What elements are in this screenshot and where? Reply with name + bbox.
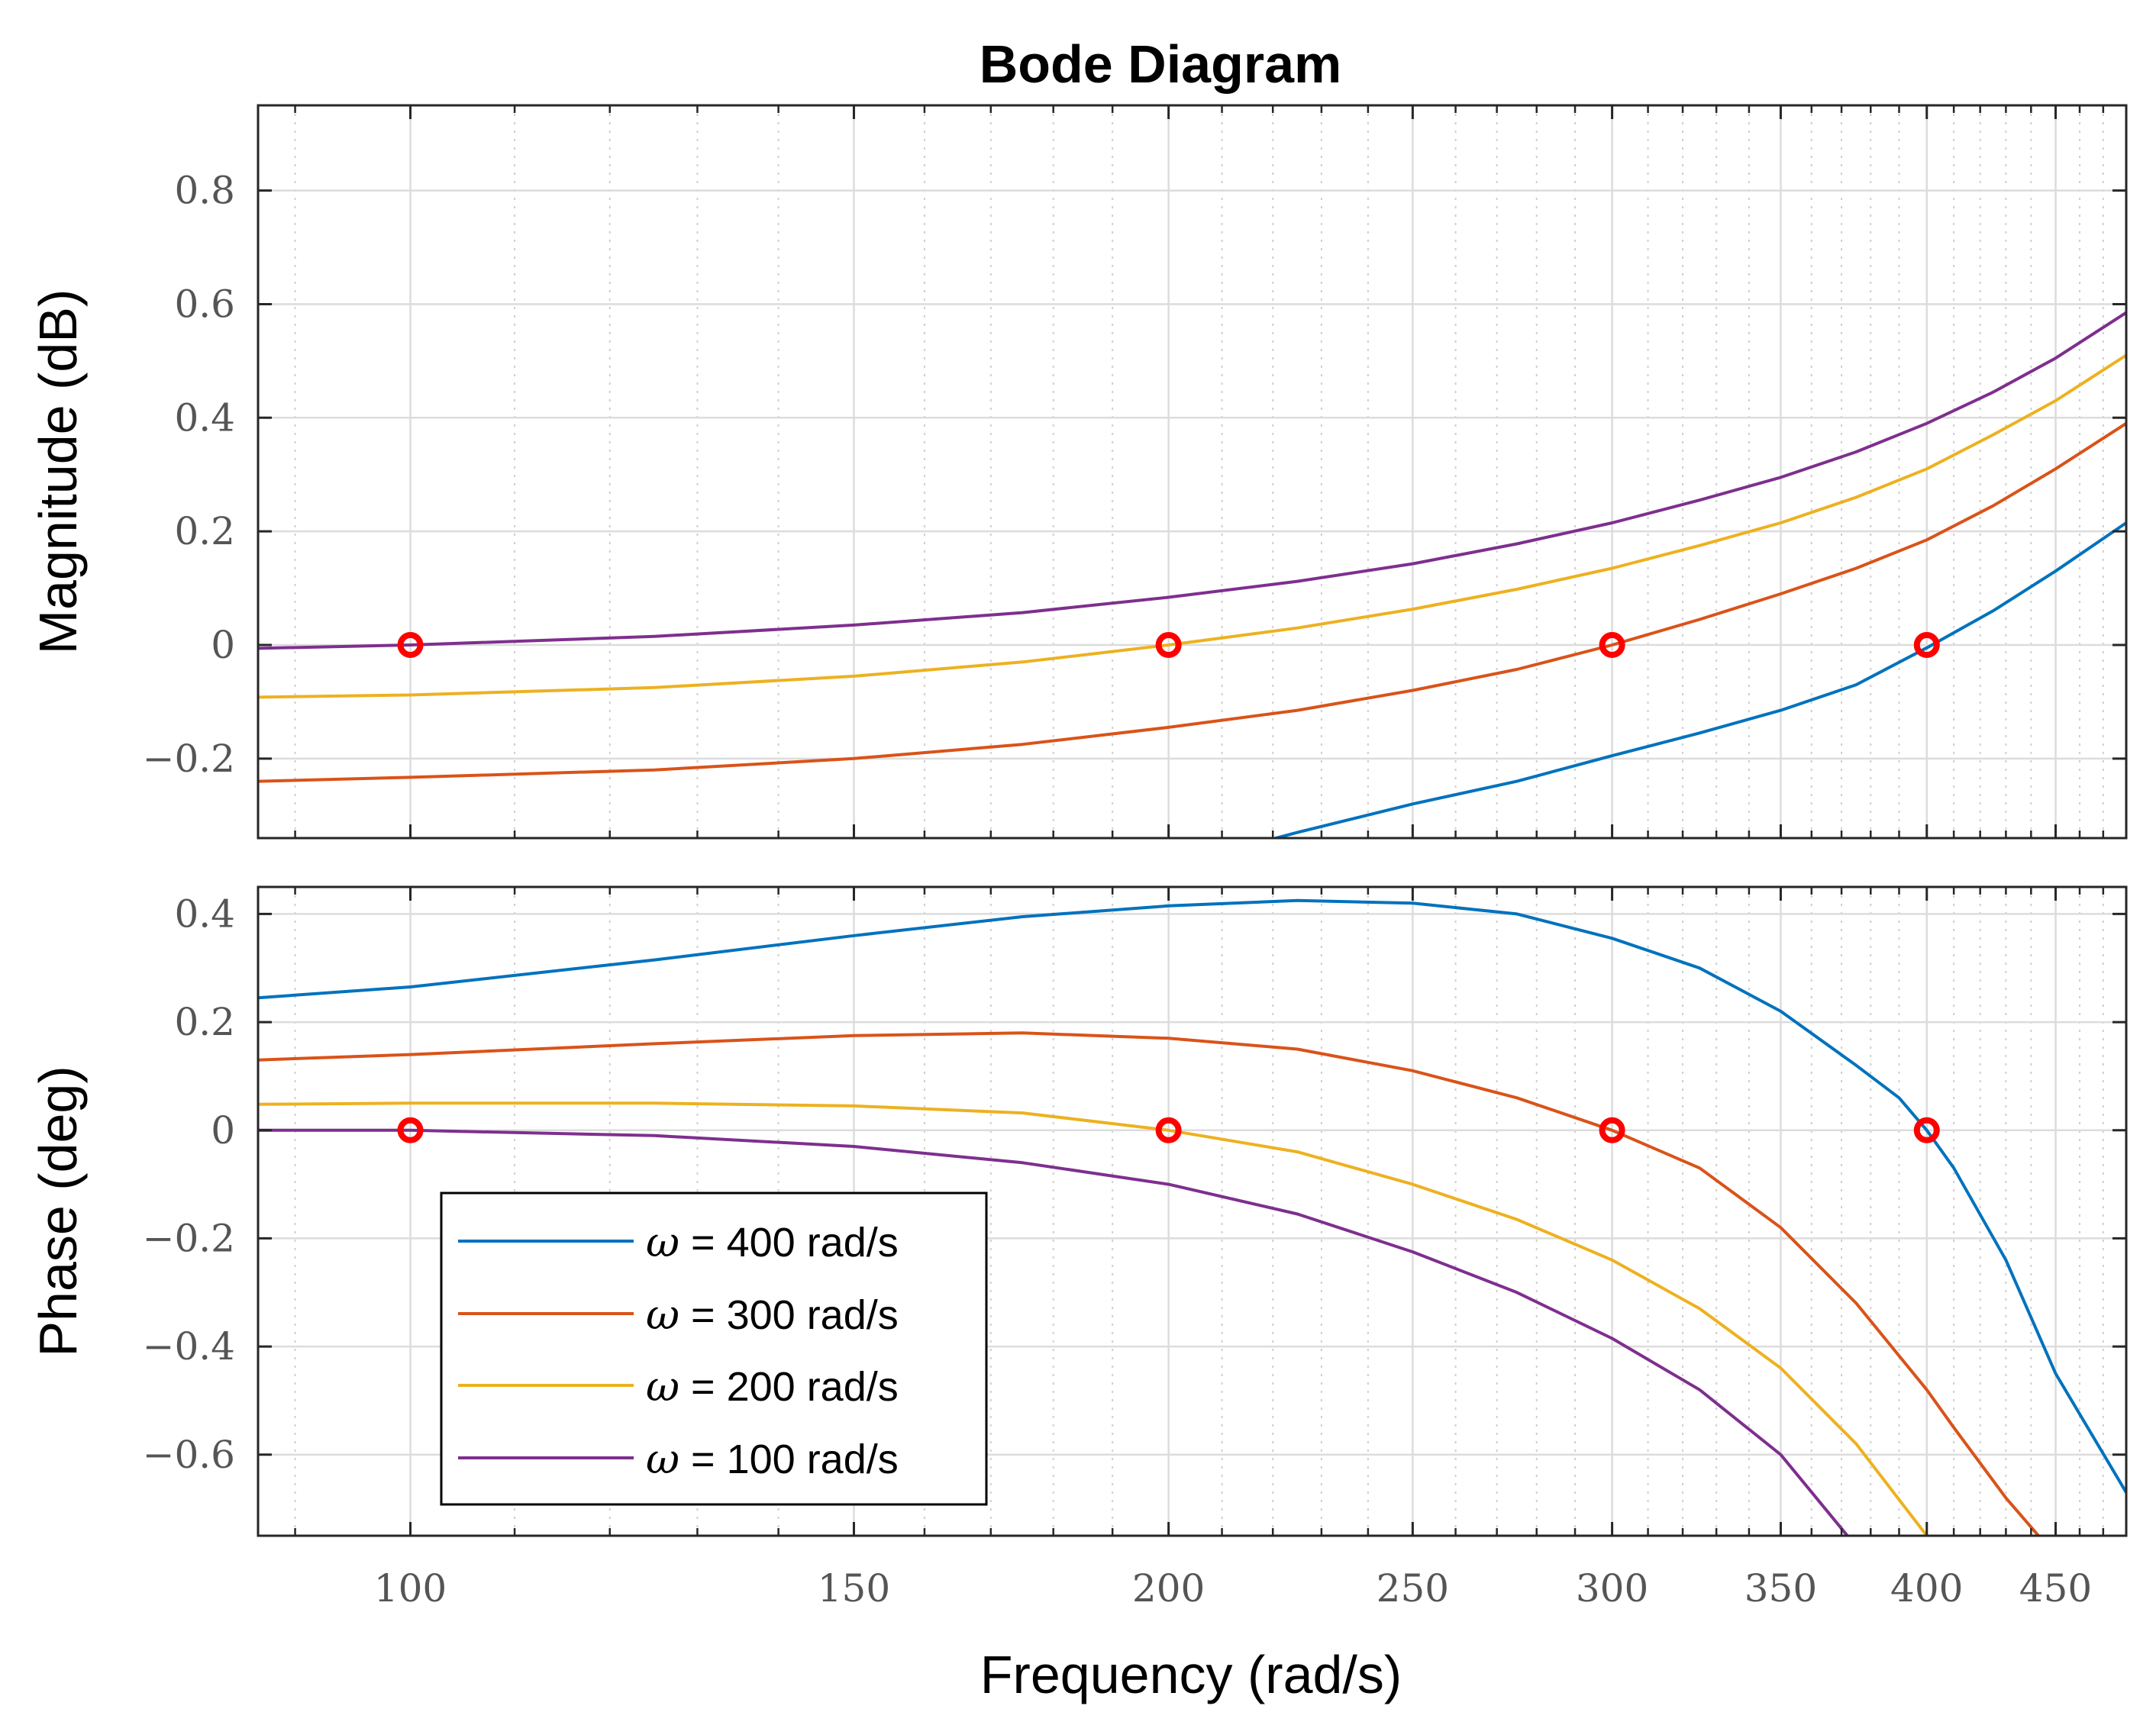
legend-label-300: ω = 300 rad/s	[646, 1291, 899, 1339]
magnitude-curve-200	[258, 353, 2126, 699]
legend-label-200-text: = 200 rad/s	[679, 1364, 899, 1410]
magnitude-marker	[397, 631, 424, 658]
x-tick-label: 250	[1377, 1566, 1449, 1611]
magnitude-marker	[1599, 631, 1625, 658]
x-axis-label: Frequency (rad/s)	[980, 1645, 1402, 1704]
legend-label-300-text: = 300 rad/s	[679, 1292, 899, 1338]
magnitude-ytick-labels: −0.2 0 0.2 0.4 0.6 0.8	[143, 169, 235, 781]
phase-ylabel: Phase (deg)	[28, 1066, 88, 1356]
y-tick-label: −0.2	[143, 1216, 235, 1260]
legend: ω = 400 rad/s ω = 300 rad/s ω = 200 rad/…	[440, 1191, 988, 1506]
x-tick-labels: 100 150 200 250 300 350 400 450	[374, 1566, 2092, 1611]
magnitude-grid	[258, 105, 2127, 838]
y-tick-label: −0.2	[143, 737, 235, 781]
legend-entry-100: ω = 100 rad/s	[458, 1435, 899, 1483]
y-tick-label: −0.6	[143, 1433, 235, 1477]
legend-box	[440, 1191, 988, 1506]
phase-ytick-labels: −0.6 −0.4 −0.2 0 0.2 0.4	[143, 892, 235, 1476]
x-tick-label: 450	[2019, 1566, 2092, 1611]
y-tick-label: −0.4	[143, 1324, 235, 1369]
y-tick-label: 0.4	[174, 395, 235, 440]
x-tick-label: 350	[1744, 1566, 1817, 1611]
y-tick-label: 0.8	[174, 169, 235, 213]
magnitude-curve-400	[1270, 521, 2126, 838]
omega-symbol: ω	[646, 1218, 679, 1266]
omega-symbol: ω	[646, 1435, 679, 1483]
y-tick-label: 0.6	[174, 282, 235, 326]
omega-symbol: ω	[646, 1291, 679, 1339]
legend-label-400: ω = 400 rad/s	[646, 1218, 899, 1266]
legend-label-100: ω = 100 rad/s	[646, 1435, 899, 1483]
x-tick-label: 200	[1132, 1566, 1205, 1611]
legend-label-400-text: = 400 rad/s	[679, 1220, 899, 1266]
omega-symbol: ω	[646, 1362, 679, 1411]
y-tick-label: 0	[211, 623, 235, 667]
magnitude-marker	[1913, 631, 1940, 658]
magnitude-ylabel: Magnitude (dB)	[28, 289, 88, 655]
x-tick-label: 400	[1890, 1566, 1963, 1611]
phase-marker	[1913, 1117, 1940, 1143]
magnitude-ticks	[258, 105, 2128, 838]
phase-marker	[397, 1117, 424, 1143]
phase-curve-400	[258, 898, 2126, 1494]
magnitude-plot-area	[258, 105, 2126, 838]
magnitude-curve-300	[258, 422, 2126, 783]
phase-ticks	[258, 887, 2128, 1536]
phase-axes-box	[257, 885, 2128, 1537]
phase-curve-300	[258, 1031, 2040, 1536]
legend-label-200: ω = 200 rad/s	[646, 1362, 899, 1411]
legend-entry-300: ω = 300 rad/s	[458, 1291, 899, 1339]
y-tick-label: 0.4	[174, 892, 235, 936]
phase-curve-100	[258, 1128, 1849, 1536]
phase-marker	[1599, 1117, 1625, 1143]
legend-entry-200: ω = 200 rad/s	[458, 1362, 899, 1411]
magnitude-markers	[397, 631, 1940, 658]
phase-markers	[397, 1117, 1940, 1143]
phase-curves	[258, 898, 2126, 1536]
x-tick-label: 100	[374, 1566, 447, 1611]
magnitude-marker	[1155, 631, 1182, 658]
legend-entry-400: ω = 400 rad/s	[458, 1218, 899, 1266]
magnitude-axes-box	[257, 104, 2128, 840]
legend-label-100-text: = 100 rad/s	[679, 1437, 899, 1482]
chart-title: Bode Diagram	[980, 34, 1342, 94]
y-tick-label: 0.2	[174, 1000, 235, 1044]
magnitude-curve-100	[258, 311, 2126, 650]
y-tick-label: 0.2	[174, 509, 235, 553]
phase-panel: −0.6 −0.4 −0.2 0 0.2 0.4 Phase (deg) ω = 400 …	[28, 885, 2128, 1537]
magnitude-panel: −0.2 0 0.2 0.4 0.6 0.8 Magnitude (dB)	[28, 104, 2128, 840]
magnitude-curves	[258, 311, 2126, 838]
x-tick-label: 150	[818, 1566, 890, 1611]
x-tick-label: 300	[1576, 1566, 1648, 1611]
phase-curve-200	[258, 1101, 1928, 1536]
y-tick-label: 0	[211, 1108, 235, 1153]
phase-marker	[1155, 1117, 1182, 1143]
